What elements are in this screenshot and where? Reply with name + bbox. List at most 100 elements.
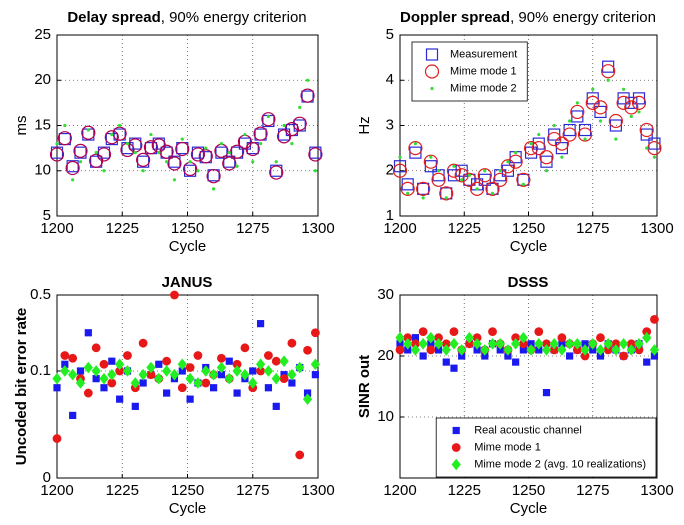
marker (649, 344, 660, 356)
marker (108, 357, 116, 365)
marker (595, 344, 606, 356)
marker (570, 104, 585, 120)
marker (114, 358, 125, 371)
marker (410, 344, 421, 356)
marker (60, 365, 70, 377)
plot-area (57, 295, 318, 478)
marker (68, 368, 78, 381)
x-tick-label: 1250 (512, 220, 545, 237)
x-tick-label: 1275 (576, 482, 609, 499)
marker (298, 105, 302, 109)
legend: Real acoustic channel Mime mode 1 Mime mod… (435, 417, 657, 478)
marker (401, 178, 414, 191)
marker (495, 337, 505, 350)
marker (540, 155, 553, 168)
marker (608, 113, 623, 129)
marker (290, 142, 294, 146)
marker (215, 146, 228, 159)
marker (251, 160, 255, 164)
marker (534, 337, 544, 350)
marker (585, 95, 600, 110)
marker (162, 356, 172, 366)
y-tick-label: 0 (43, 469, 51, 486)
marker (269, 165, 284, 180)
marker (568, 119, 572, 123)
marker (136, 152, 151, 167)
marker (279, 355, 289, 368)
y-tick-label: 5 (43, 207, 51, 224)
y-tick-label: 20 (377, 347, 394, 364)
marker (175, 141, 190, 157)
marker (506, 160, 510, 164)
marker (210, 384, 218, 392)
legend-label: Mime mode 2 (450, 82, 517, 94)
chart-title: JANUS (162, 274, 213, 291)
y-tick-label: 4 (386, 71, 394, 88)
x-tick-label: 1225 (106, 482, 139, 499)
marker (575, 101, 579, 105)
marker (500, 159, 516, 174)
marker (634, 337, 644, 350)
marker (418, 337, 428, 350)
marker (305, 78, 310, 82)
marker (452, 164, 456, 168)
marker (193, 351, 203, 360)
marker (639, 122, 654, 138)
marker (436, 169, 441, 173)
marker (313, 169, 317, 173)
marker (395, 331, 405, 344)
y-axis-label: ms (13, 116, 30, 136)
marker (518, 331, 529, 344)
marker (524, 146, 538, 159)
marker (149, 132, 153, 137)
chart-title: Delay spread, 90% energy criterion (67, 9, 306, 26)
marker (632, 92, 646, 105)
data-points (52, 290, 321, 460)
y-tick-label: 5 (386, 26, 394, 43)
marker (270, 164, 283, 177)
marker (266, 114, 271, 119)
marker (76, 367, 85, 375)
marker (577, 127, 593, 142)
marker (416, 181, 431, 196)
marker (310, 358, 321, 371)
marker (235, 164, 239, 168)
marker (201, 378, 211, 388)
marker (618, 337, 629, 350)
marker (245, 141, 260, 157)
title-main: JANUS (162, 274, 213, 291)
marker (485, 181, 500, 196)
marker (563, 123, 576, 137)
legend-label: Mime mode 1 (474, 441, 541, 453)
marker (308, 147, 323, 162)
marker (91, 343, 101, 353)
marker (104, 130, 119, 145)
marker (240, 343, 250, 353)
marker (137, 155, 150, 168)
marker (130, 377, 140, 389)
marker (190, 147, 206, 162)
marker (138, 338, 148, 348)
x-axis-label: Cycle (510, 238, 548, 255)
marker (107, 368, 117, 381)
marker (400, 181, 415, 196)
marker (279, 374, 289, 384)
marker (131, 402, 139, 410)
marker (122, 365, 133, 377)
x-tick-label: 1300 (301, 482, 334, 499)
marker (537, 132, 541, 137)
marker (165, 160, 169, 164)
marker (258, 142, 263, 146)
marker (177, 383, 187, 393)
data-points (49, 78, 323, 191)
marker (395, 345, 405, 355)
marker (264, 351, 273, 360)
marker (196, 169, 200, 173)
marker (238, 137, 252, 150)
marker (50, 146, 64, 159)
marker (309, 146, 322, 159)
marker (229, 144, 245, 159)
marker (222, 156, 237, 171)
marker (516, 172, 531, 187)
